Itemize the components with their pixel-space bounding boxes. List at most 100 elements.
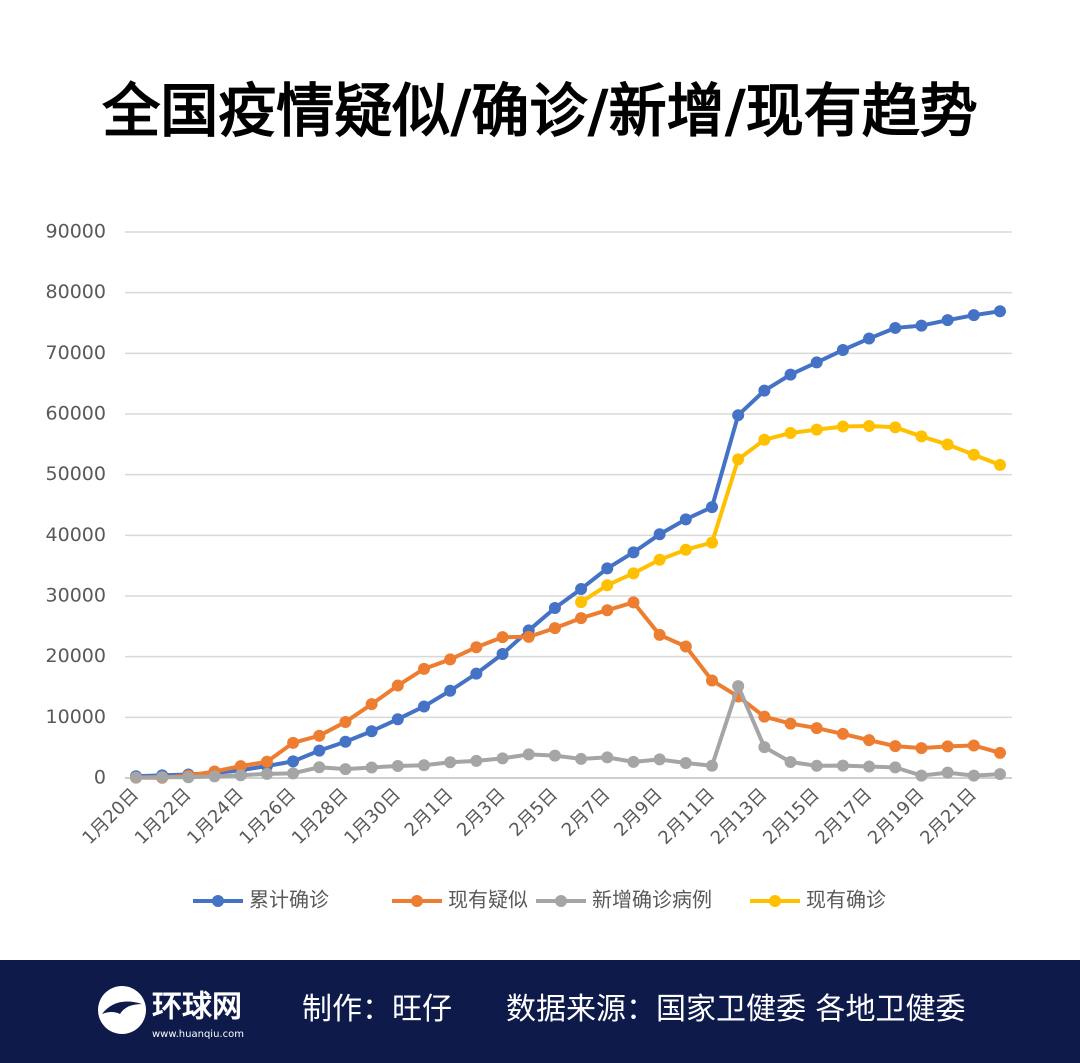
data-point xyxy=(522,748,535,761)
data-point xyxy=(889,740,902,753)
data-point xyxy=(706,674,718,687)
data-point xyxy=(548,749,561,762)
legend-dot xyxy=(769,895,781,907)
y-tick-label: 90000 xyxy=(46,221,106,243)
x-tick-label: 2月3日 xyxy=(453,784,510,841)
data-point xyxy=(967,739,980,752)
y-tick-label: 10000 xyxy=(46,706,106,728)
y-tick-label: 60000 xyxy=(46,403,106,425)
legend-dot xyxy=(212,895,224,907)
data-point xyxy=(470,754,483,767)
data-point xyxy=(784,426,797,439)
x-tick-label: 1月30日 xyxy=(340,784,405,849)
data-point xyxy=(601,751,614,764)
legend-dot xyxy=(555,895,567,907)
data-point xyxy=(784,368,797,381)
data-point xyxy=(130,771,142,784)
data-point xyxy=(994,305,1006,318)
x-tick-label: 2月17日 xyxy=(812,784,877,849)
data-point xyxy=(260,755,273,768)
data-point xyxy=(365,725,378,738)
data-point xyxy=(941,740,954,753)
data-point xyxy=(758,433,771,446)
data-point xyxy=(601,562,614,575)
data-point xyxy=(627,755,640,768)
data-point xyxy=(418,662,430,675)
data-point xyxy=(915,319,928,332)
x-tick-label: 1月22日 xyxy=(131,784,196,849)
data-point xyxy=(941,314,954,327)
data-point xyxy=(836,344,849,357)
series-line xyxy=(135,684,1001,780)
data-point xyxy=(994,746,1006,759)
data-point xyxy=(758,384,771,397)
chart: 全国疫情疑似/确诊/新增/现有趋势 0 10000 20000 30000 40000 5… xyxy=(46,77,1012,912)
data-point xyxy=(889,321,902,334)
y-tick-label: 40000 xyxy=(46,524,106,546)
data-point xyxy=(418,759,430,772)
data-point xyxy=(156,771,169,784)
data-point xyxy=(313,729,326,742)
x-tick-label: 2月11日 xyxy=(654,784,719,849)
legend-dot xyxy=(411,895,423,907)
data-point xyxy=(732,680,745,693)
data-point xyxy=(836,759,849,772)
data-point xyxy=(863,760,876,773)
data-point xyxy=(391,713,404,726)
data-point xyxy=(418,700,430,713)
logo-mark: 环球网 www.huanqiu.com xyxy=(98,986,244,1040)
data-point xyxy=(287,755,300,768)
data-point xyxy=(994,458,1006,471)
data-point xyxy=(732,453,745,466)
data-point xyxy=(365,698,378,711)
data-point xyxy=(287,736,300,749)
data-point xyxy=(653,628,666,641)
legend-label: 现有疑似 xyxy=(448,888,528,912)
chart-title: 全国疫情疑似/确诊/新增/现有趋势 xyxy=(101,77,978,145)
logo: 环球网 www.huanqiu.com xyxy=(96,984,266,1044)
data-point xyxy=(679,756,692,769)
source: 数据来源：国家卫健委 各地卫健委 xyxy=(506,992,966,1027)
x-tick-label: 2月7日 xyxy=(558,784,615,841)
legend-label: 累计确诊 xyxy=(249,888,329,912)
data-point xyxy=(182,771,195,784)
data-point xyxy=(784,755,797,768)
series-line xyxy=(135,600,1001,780)
series-line xyxy=(135,309,1001,779)
data-point xyxy=(863,420,876,433)
data-point xyxy=(732,409,745,422)
data-point xyxy=(496,648,509,661)
data-point xyxy=(234,760,247,773)
data-point xyxy=(836,420,849,433)
data-point xyxy=(941,438,954,451)
data-point xyxy=(444,756,457,769)
data-point xyxy=(627,567,640,580)
data-point xyxy=(444,684,457,697)
data-point xyxy=(994,768,1006,781)
footer: 环球网 www.huanqiu.com 制作：旺仔 数据来源：国家卫健委 各地卫… xyxy=(0,960,1080,1063)
x-tick-label: 1月26日 xyxy=(236,784,301,849)
data-point xyxy=(810,356,823,369)
data-point xyxy=(575,752,588,765)
data-point xyxy=(339,763,352,776)
logo-bird xyxy=(102,1001,142,1014)
data-point xyxy=(627,596,640,609)
data-point xyxy=(313,744,326,757)
data-point xyxy=(601,579,614,592)
x-tick-label: 1月24日 xyxy=(183,784,248,849)
data-point xyxy=(967,769,980,782)
data-point xyxy=(758,741,771,754)
y-tick-label: 30000 xyxy=(46,585,106,607)
data-point xyxy=(365,761,378,774)
data-point xyxy=(339,715,352,728)
data-point xyxy=(653,553,666,566)
series-line xyxy=(580,424,1001,604)
data-point xyxy=(575,582,588,595)
legend-label: 新增确诊病例 xyxy=(592,888,712,912)
x-tick-label: 1月20日 xyxy=(78,784,143,849)
data-point xyxy=(496,631,509,644)
y-tick-label: 20000 xyxy=(46,645,106,667)
data-point xyxy=(470,641,483,654)
data-point xyxy=(836,727,849,740)
data-point xyxy=(810,722,823,735)
